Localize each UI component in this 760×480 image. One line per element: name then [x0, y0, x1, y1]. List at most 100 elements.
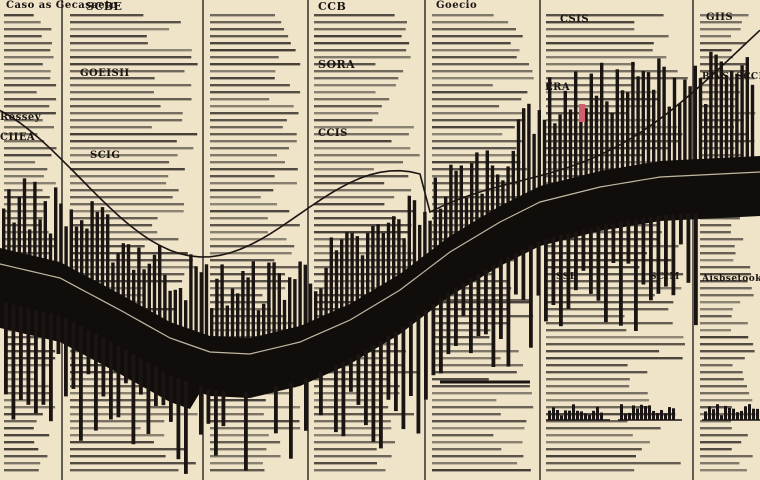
text-line: [210, 434, 269, 437]
lower-bar: [4, 302, 8, 395]
lower-bar: [94, 334, 98, 431]
text-line: [4, 147, 57, 150]
price-bar: [38, 219, 42, 275]
lower-bar: [394, 331, 398, 412]
text-line: [700, 84, 737, 87]
text-line: [546, 441, 650, 444]
text-line: [210, 154, 277, 157]
lower-bar: [319, 371, 323, 416]
lower-bar: [559, 235, 563, 327]
accent-marker: [579, 104, 585, 122]
text-line: [70, 469, 179, 472]
text-line: [546, 70, 678, 73]
text-line: [4, 231, 49, 234]
price-bar: [574, 71, 578, 196]
text-line: [432, 140, 522, 143]
text-line: [700, 301, 741, 304]
price-bar: [501, 180, 505, 224]
heading-bottom-middle: SCIM: [650, 272, 680, 282]
mini-bar: [552, 407, 555, 420]
text-line: [432, 35, 523, 38]
lower-bar: [401, 326, 406, 430]
text-line: [432, 42, 511, 45]
text-line: [432, 28, 516, 31]
price-bar: [371, 225, 375, 310]
lower-bar: [71, 322, 76, 389]
price-bar: [485, 150, 489, 233]
lower-bar: [161, 371, 166, 406]
lower-bar: [506, 256, 511, 367]
text-line: [210, 35, 289, 38]
text-line: [314, 441, 395, 444]
text-line: [4, 98, 57, 101]
text-line: [70, 84, 192, 87]
lower-bar: [116, 346, 121, 418]
price-bar: [496, 174, 500, 227]
price-bar: [522, 108, 526, 213]
mini-bar: [740, 410, 743, 420]
text-line: [700, 259, 734, 262]
text-line: [546, 21, 635, 24]
price-bar: [662, 66, 666, 179]
text-line: [4, 133, 38, 136]
price-bar: [480, 193, 484, 236]
lower-bar: [19, 306, 23, 400]
heading-column-5: CSIS: [560, 14, 590, 25]
text-line: [314, 28, 406, 31]
price-bar: [750, 84, 755, 175]
lower-bar: [101, 338, 106, 397]
price-bar: [308, 283, 313, 341]
lower-bar: [206, 388, 211, 424]
price-bar: [433, 177, 437, 267]
text-line: [700, 231, 731, 234]
text-line: [546, 231, 662, 234]
price-bar: [199, 272, 203, 351]
text-line: [70, 161, 170, 164]
text-line: [4, 35, 42, 38]
subheading-left: CIIEA: [0, 132, 36, 143]
text-line: [210, 301, 270, 304]
text-line: [314, 420, 391, 423]
text-line: [546, 238, 660, 241]
text-line: [70, 56, 192, 59]
text-line: [70, 98, 192, 101]
mini-bar: [712, 409, 715, 420]
text-line: [700, 273, 752, 276]
lower-bar: [86, 330, 91, 375]
text-line: [432, 56, 517, 59]
text-line: [70, 126, 152, 129]
price-bar: [126, 244, 131, 316]
lower-bar: [574, 231, 578, 291]
text-line: [546, 448, 642, 451]
text-line: [700, 378, 744, 381]
price-bar: [334, 250, 339, 329]
text-line: [210, 77, 275, 80]
price-bar: [272, 262, 276, 351]
lower-bar: [581, 229, 586, 271]
mini-bar: [568, 410, 571, 420]
text-line: [432, 413, 501, 416]
price-bar: [54, 187, 58, 279]
text-line: [70, 77, 155, 80]
text-line: [314, 70, 404, 73]
text-line: [700, 28, 741, 31]
heading-left: Ressey: [0, 112, 42, 123]
text-line: [210, 245, 295, 248]
text-line: [314, 119, 373, 122]
price-bar: [158, 245, 162, 334]
text-line: [546, 42, 654, 45]
price-bar: [438, 208, 443, 263]
text-line: [700, 21, 742, 24]
text-line: [432, 427, 525, 430]
price-bar: [745, 57, 749, 175]
text-line: [546, 336, 684, 339]
mini-bar: [580, 411, 583, 420]
price-bar: [7, 189, 11, 268]
heading-column-4: Goecio: [436, 0, 478, 11]
lower-bar: [349, 358, 353, 392]
price-bar: [548, 77, 552, 202]
price-bar: [33, 181, 37, 274]
price-bar: [59, 203, 63, 280]
text-line: [70, 210, 184, 213]
